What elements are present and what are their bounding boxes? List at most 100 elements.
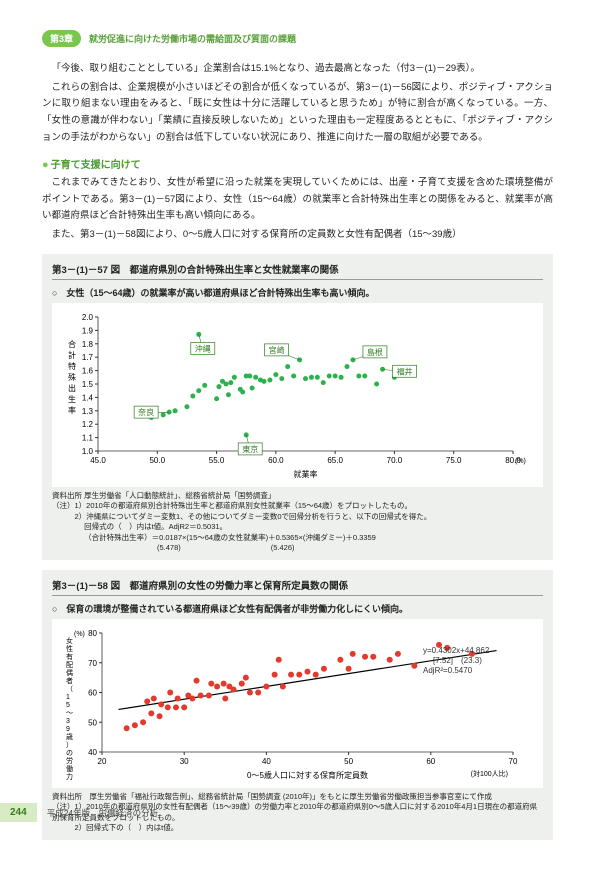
body-paragraph-2: これまでみてきたとおり、女性が希望に沿った就業を実現していくためには、出産・子育… — [42, 175, 553, 244]
svg-text:1.9: 1.9 — [82, 326, 94, 335]
svg-text:）: ） — [66, 741, 73, 749]
fig58-note0: 資料出所 厚生労働省「福祉行政報告例」、総務省統計局「国勢調査 (2010年)」… — [52, 792, 543, 803]
subhead-childcare: ●子育て支援に向けて — [42, 156, 553, 171]
svg-text:40: 40 — [262, 757, 271, 766]
svg-text:0～5歳人口に対する保育所定員数: 0～5歳人口に対する保育所定員数 — [247, 770, 368, 780]
svg-text:者: 者 — [66, 677, 73, 685]
svg-text:性: 性 — [66, 644, 73, 653]
svg-text:女: 女 — [66, 636, 73, 645]
svg-text:(%): (%) — [74, 631, 85, 638]
svg-text:9: 9 — [66, 726, 70, 733]
svg-text:(対100人比): (対100人比) — [471, 769, 508, 778]
fig57-title: 第3－(1)－57 図 都道府県別の合計特殊出生率と女性就業率の関係 — [52, 265, 339, 276]
fig57-note0: 資料出所 厚生労働省「人口動態統計」、総務省統計局「国勢調査」 — [52, 491, 543, 502]
svg-text:偶: 偶 — [66, 668, 73, 677]
svg-text:1.0: 1.0 — [82, 447, 94, 456]
svg-text:1.5: 1.5 — [82, 380, 94, 389]
svg-text:東京: 東京 — [242, 444, 258, 454]
svg-text:就業率: 就業率 — [294, 469, 318, 479]
svg-text:30: 30 — [180, 757, 189, 766]
svg-text:1.8: 1.8 — [82, 339, 94, 348]
svg-text:（: （ — [66, 685, 73, 693]
svg-text:出: 出 — [68, 383, 76, 393]
svg-text:配: 配 — [66, 661, 73, 669]
svg-text:歳: 歳 — [66, 732, 73, 741]
svg-text:沖縄: 沖縄 — [195, 343, 211, 353]
figure-57: 第3－(1)－57 図 都道府県別の合計特殊出生率と女性就業率の関係 ○ 女性（… — [42, 254, 553, 560]
svg-text:50.0: 50.0 — [149, 456, 165, 465]
p1-line2: これらの割合は、企業規模が小さいほどその割合が低くなっているが、第3－(1)－5… — [42, 80, 553, 147]
fig57-note5: (5.478) (5.426) — [52, 543, 543, 554]
svg-text:島根: 島根 — [367, 347, 383, 357]
svg-text:60: 60 — [426, 757, 435, 766]
svg-text:(%): (%) — [515, 458, 526, 465]
svg-text:2.0: 2.0 — [82, 313, 94, 322]
svg-text:60: 60 — [88, 688, 97, 697]
svg-text:70.0: 70.0 — [387, 456, 403, 465]
svg-text:殊: 殊 — [68, 372, 76, 382]
svg-text:率: 率 — [68, 405, 76, 415]
svg-text:1.3: 1.3 — [82, 406, 94, 415]
svg-text:50: 50 — [344, 757, 353, 766]
svg-text:5: 5 — [66, 702, 70, 709]
svg-text:1.4: 1.4 — [82, 393, 94, 402]
fig57-sub: ○ 女性（15～64歳）の就業率が高い都道府県ほど合計特殊出生率も高い傾向。 — [52, 286, 543, 299]
svg-text:70: 70 — [88, 658, 97, 667]
svg-text:[7.52] (23.3): [7.52] (23.3) — [433, 656, 482, 665]
svg-text:1.6: 1.6 — [82, 366, 94, 375]
svg-text:～: ～ — [66, 710, 73, 717]
svg-text:40: 40 — [88, 748, 97, 757]
svg-text:70: 70 — [509, 757, 518, 766]
svg-text:宮崎: 宮崎 — [269, 345, 285, 355]
svg-text:の: の — [66, 750, 73, 757]
page-footer: 244 平成24年版 労働経済の分析 — [0, 803, 158, 822]
figure-58: 第3－(1)－58 図 都道府県別の女性の労働力率と保育所定員数の関係 ○ 保育… — [42, 570, 553, 840]
svg-text:75.0: 75.0 — [446, 456, 462, 465]
svg-text:奈良: 奈良 — [138, 407, 154, 417]
subhead-text: 子育て支援に向けて — [51, 160, 141, 171]
header-title: 就労促進に向けた労働市場の需給面及び質面の課題 — [89, 32, 296, 45]
svg-text:3: 3 — [66, 718, 70, 725]
fig57-chart: 45.050.055.060.065.070.075.080.0(%)1.01.… — [52, 303, 543, 487]
fig58-sub: ○ 保育の環境が整備されている都道府県ほど女性有配偶者が非労働力化しにくい傾向。 — [52, 602, 543, 615]
bullet-icon: ● — [42, 159, 49, 171]
svg-text:特: 特 — [68, 361, 76, 371]
fig58-chart: 20 30 40 50 60 70 40 50 60 70 80(%) (対100人比) 女性有配偶者（… — [52, 619, 543, 788]
svg-text:1.1: 1.1 — [82, 433, 94, 442]
svg-text:55.0: 55.0 — [209, 456, 225, 465]
svg-text:有: 有 — [66, 652, 73, 661]
fig57-notes: 資料出所 厚生労働省「人口動態統計」、総務省統計局「国勢調査」 （注）1）201… — [52, 491, 543, 554]
fig57-note3: 回帰式の（ ）内はt値。AdjR2＝0.5031。 — [52, 522, 543, 533]
svg-text:生: 生 — [68, 394, 76, 404]
fig57-note4: （合計特殊出生率）＝0.0187×(15～64歳の女性就業率)＋0.5365×(… — [52, 533, 543, 544]
svg-text:力: 力 — [66, 772, 73, 780]
svg-text:計: 計 — [68, 350, 76, 360]
chapter-badge: 第3章 — [42, 30, 81, 47]
svg-text:労: 労 — [66, 756, 73, 765]
body-paragraph-1: 「今後、取り組むこととしている」企業割合は15.1%となり、過去最高となった（付… — [42, 61, 553, 146]
p2-line1: これまでみてきたとおり、女性が希望に沿った就業を実現していくためには、出産・子育… — [42, 175, 553, 225]
fig57-svg: 45.050.055.060.065.070.075.080.0(%)1.01.… — [58, 309, 528, 479]
page-number: 244 — [0, 803, 37, 822]
page-header: 第3章 就労促進に向けた労働市場の需給面及び質面の課題 — [42, 30, 553, 47]
svg-text:45.0: 45.0 — [90, 456, 106, 465]
svg-text:1: 1 — [66, 694, 70, 701]
svg-text:y=0.4302x+44.862: y=0.4302x+44.862 — [423, 646, 490, 655]
svg-text:AdjR²=0.5470: AdjR²=0.5470 — [423, 666, 473, 675]
svg-text:働: 働 — [66, 764, 73, 773]
fig58-svg: 20 30 40 50 60 70 40 50 60 70 80(%) (対100人比) 女性有配偶者（… — [58, 625, 528, 780]
svg-text:1.2: 1.2 — [82, 420, 94, 429]
fig57-note2: 2）沖縄県についてダミー変数1、その他についてダミー変数0で回帰分析を行うと、以… — [52, 512, 543, 523]
footer-text: 平成24年版 労働経済の分析 — [47, 807, 158, 819]
p2-line2: また、第3－(1)－58図により、0～5歳人口に対する保育所の定員数と女性有配偶… — [42, 227, 553, 244]
svg-text:50: 50 — [88, 718, 97, 727]
svg-text:合: 合 — [68, 339, 76, 349]
svg-text:20: 20 — [98, 757, 107, 766]
p1-line1: 「今後、取り組むこととしている」企業割合は15.1%となり、過去最高となった（付… — [42, 61, 553, 78]
fig58-title: 第3－(1)－58 図 都道府県別の女性の労働力率と保育所定員数の関係 — [52, 581, 348, 592]
fig58-note2: 2）回帰式下の（ ）内はt値。 — [52, 823, 543, 834]
fig57-note1: （注）1）2010年の都道府県別合計特殊出生率と都道府県別女性就業率（15～64… — [52, 501, 543, 512]
svg-text:80: 80 — [88, 629, 97, 638]
svg-text:65.0: 65.0 — [327, 456, 343, 465]
svg-text:60.0: 60.0 — [268, 456, 284, 465]
